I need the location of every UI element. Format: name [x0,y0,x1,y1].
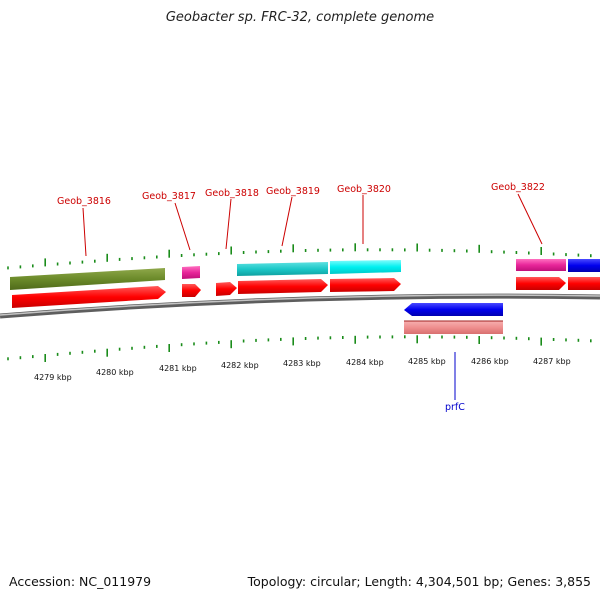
scale-label: 4283 kbp [283,359,321,368]
cds-track-outer [12,277,600,308]
cds-arrow-geob-3818[interactable] [216,282,237,296]
tick-row-inner [7,335,592,362]
gene-label-prfc[interactable]: prfC [445,402,465,413]
gene-label-geob-3818[interactable]: Geob_3818 [205,188,259,199]
gene-label-geob-3820[interactable]: Geob_3820 [337,184,391,195]
map-title: Geobacter sp. FRC-32, complete genome [165,10,435,25]
cds-arrow-geob-3816[interactable] [12,286,166,308]
gene-bar-geob-3820[interactable] [330,260,401,274]
scale-label: 4282 kbp [221,361,259,370]
scale-label: 4281 kbp [159,364,197,373]
cds-arrow-geob-3819[interactable] [238,279,328,294]
gene-label-geob-3817[interactable]: Geob_3817 [142,191,196,202]
scale-labels: 4279 kbp 4280 kbp 4281 kbp 4282 kbp 4283… [34,357,571,382]
cds-arrow-geob-3817[interactable] [182,284,201,297]
gene-label-geob-3822[interactable]: Geob_3822 [491,182,545,193]
cds-arrow-next[interactable] [568,277,600,290]
feature-track-outer [10,259,600,290]
genome-backbone [0,293,600,319]
genome-backbone-highlight [0,294,600,316]
gene-bar-next-blue[interactable] [568,259,600,272]
genome-summary-text: Topology: circular; Length: 4,304,501 bp… [247,574,591,589]
scale-label: 4280 kbp [96,368,134,377]
feature-track-inner [404,303,503,334]
gene-labels: Geob_3816 Geob_3817 Geob_3818 Geob_3819 … [57,182,545,207]
cds-arrow-prfc[interactable] [404,303,503,316]
gene-bar-geob-3817[interactable] [182,266,200,279]
gene-label-geob-3816[interactable]: Geob_3816 [57,196,111,207]
gene-bar-prfc[interactable] [404,321,503,334]
tick-row-outer [7,243,592,270]
gene-bar-geob-3822[interactable] [516,259,566,271]
accession-text: Accession: NC_011979 [9,574,152,589]
scale-label: 4285 kbp [408,357,446,366]
scale-label: 4286 kbp [471,357,509,366]
gene-label-geob-3819[interactable]: Geob_3819 [266,186,320,197]
gene-bar-geob-3819[interactable] [237,262,328,276]
cds-arrow-geob-3820[interactable] [330,278,401,292]
label-leaders [82,193,543,257]
gene-bar-geob-3816[interactable] [10,268,165,290]
scale-label: 4284 kbp [346,358,384,367]
cds-arrow-geob-3822[interactable] [516,277,566,290]
scale-label: 4279 kbp [34,373,72,382]
scale-label: 4287 kbp [533,357,571,366]
